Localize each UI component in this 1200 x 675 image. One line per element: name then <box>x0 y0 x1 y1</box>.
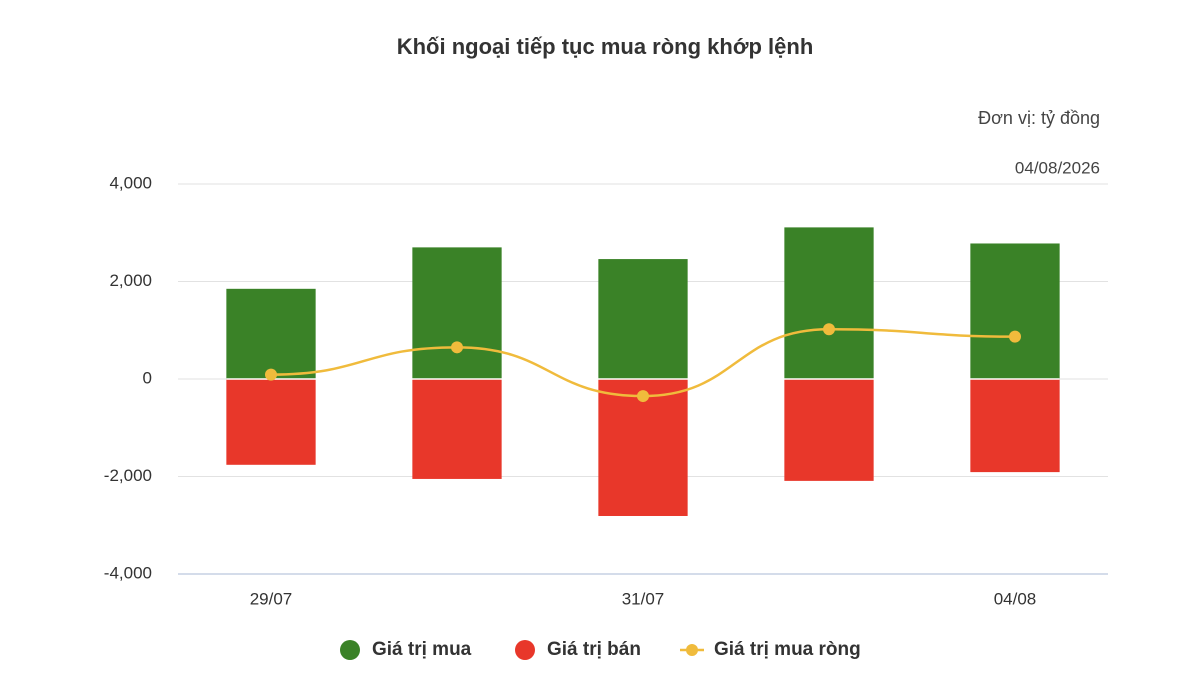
bar <box>784 379 874 481</box>
bar <box>412 247 502 379</box>
x-tick-label: 31/07 <box>622 589 665 608</box>
y-tick-label: -2,000 <box>104 466 152 485</box>
bar <box>970 243 1060 379</box>
legend-marker <box>340 640 360 660</box>
y-tick-label: 2,000 <box>109 271 152 290</box>
x-tick-label: 29/07 <box>250 589 293 608</box>
bar <box>598 259 688 379</box>
y-tick-label: 4,000 <box>109 173 152 192</box>
legend-label: Giá trị bán <box>547 639 641 660</box>
bar <box>226 288 316 379</box>
bar <box>412 379 502 479</box>
date-label: 04/08/2026 <box>1015 158 1100 177</box>
line-point <box>265 368 277 381</box>
legend-marker <box>515 640 535 660</box>
chart-title: Khối ngoại tiếp tục mua ròng khớp lệnh <box>397 34 814 59</box>
line-point <box>1009 330 1021 343</box>
line-point <box>451 341 463 354</box>
x-tick-label: 04/08 <box>994 589 1037 608</box>
y-tick-label: 0 <box>143 368 152 387</box>
line-point <box>637 390 649 403</box>
unit-label: Đơn vị: tỷ đồng <box>978 108 1100 128</box>
bar <box>784 227 874 379</box>
bar <box>226 379 316 465</box>
legend-label: Giá trị mua <box>372 639 472 660</box>
legend-label: Giá trị mua ròng <box>714 639 861 660</box>
bar <box>970 379 1060 473</box>
line-point <box>823 323 835 336</box>
y-tick-label: -4,000 <box>104 563 152 582</box>
legend-marker <box>686 644 698 656</box>
